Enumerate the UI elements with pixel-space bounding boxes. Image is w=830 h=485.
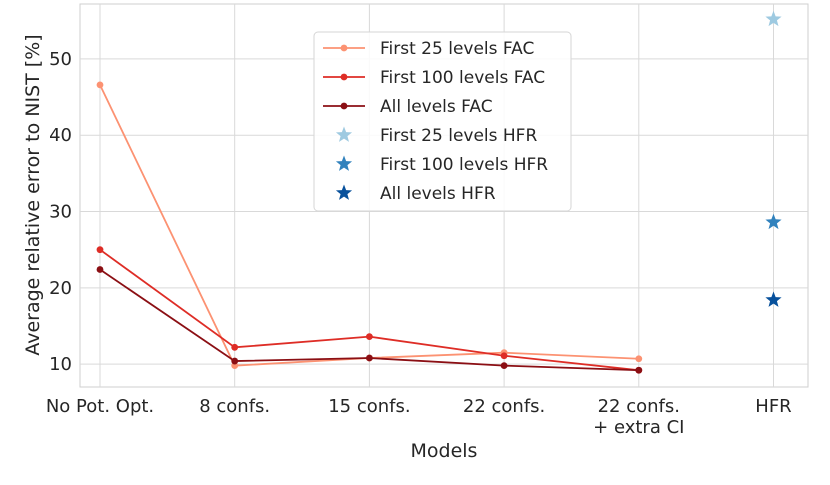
legend-label: First 25 levels HFR — [380, 126, 537, 146]
data-point — [366, 333, 373, 341]
legend: First 25 levels FAC First 100 levels FAC A… — [313, 31, 572, 212]
y-tick-label: 40 — [49, 125, 72, 146]
y-tick-label: 50 — [49, 49, 72, 70]
legend-marker — [340, 73, 348, 81]
x-tick-label: 15 confs. — [328, 396, 410, 417]
x-tick-label: 22 confs. + extra CI — [593, 396, 684, 438]
legend-marker — [335, 155, 353, 171]
data-point — [96, 246, 104, 254]
y-tick-labels: 10 20 30 40 50 — [49, 49, 72, 375]
y-tick-label: 10 — [49, 354, 72, 375]
data-point — [765, 213, 782, 230]
x-tick-label: 22 confs. — [463, 396, 545, 417]
legend-label: First 100 levels FAC — [380, 68, 545, 88]
x-tick-label: HFR — [755, 396, 791, 417]
data-point — [765, 291, 782, 307]
x-tick-label: 8 confs. — [199, 396, 270, 417]
legend-label: First 100 levels HFR — [380, 155, 548, 175]
y-tick-label: 20 — [49, 278, 72, 299]
data-point — [500, 352, 508, 360]
legend-label: All levels HFR — [380, 184, 496, 204]
data-point — [765, 10, 782, 27]
y-tick-label: 30 — [49, 202, 72, 223]
legend-label: First 25 levels FAC — [380, 39, 534, 59]
data-point — [635, 355, 643, 363]
legend-marker — [340, 102, 348, 110]
data-point — [231, 357, 239, 365]
data-point — [96, 266, 104, 273]
y-axis-label: Average relative error to NIST [%] — [22, 34, 44, 355]
legend-marker — [340, 44, 348, 52]
legend-marker — [335, 184, 353, 200]
series-layer — [96, 10, 782, 374]
x-tick-labels: No Pot. Opt. 8 confs. 15 confs. 22 confs. 22… — [46, 396, 792, 438]
data-point — [500, 362, 508, 370]
legend-marker — [335, 126, 353, 142]
data-point — [96, 81, 104, 89]
x-axis-label: Models — [411, 440, 478, 462]
data-point — [635, 366, 643, 374]
legend-box — [313, 31, 572, 212]
data-point — [366, 354, 373, 362]
data-point — [231, 343, 239, 351]
x-tick-label: No Pot. Opt. — [46, 396, 154, 417]
legend-label: All levels FAC — [380, 97, 493, 117]
